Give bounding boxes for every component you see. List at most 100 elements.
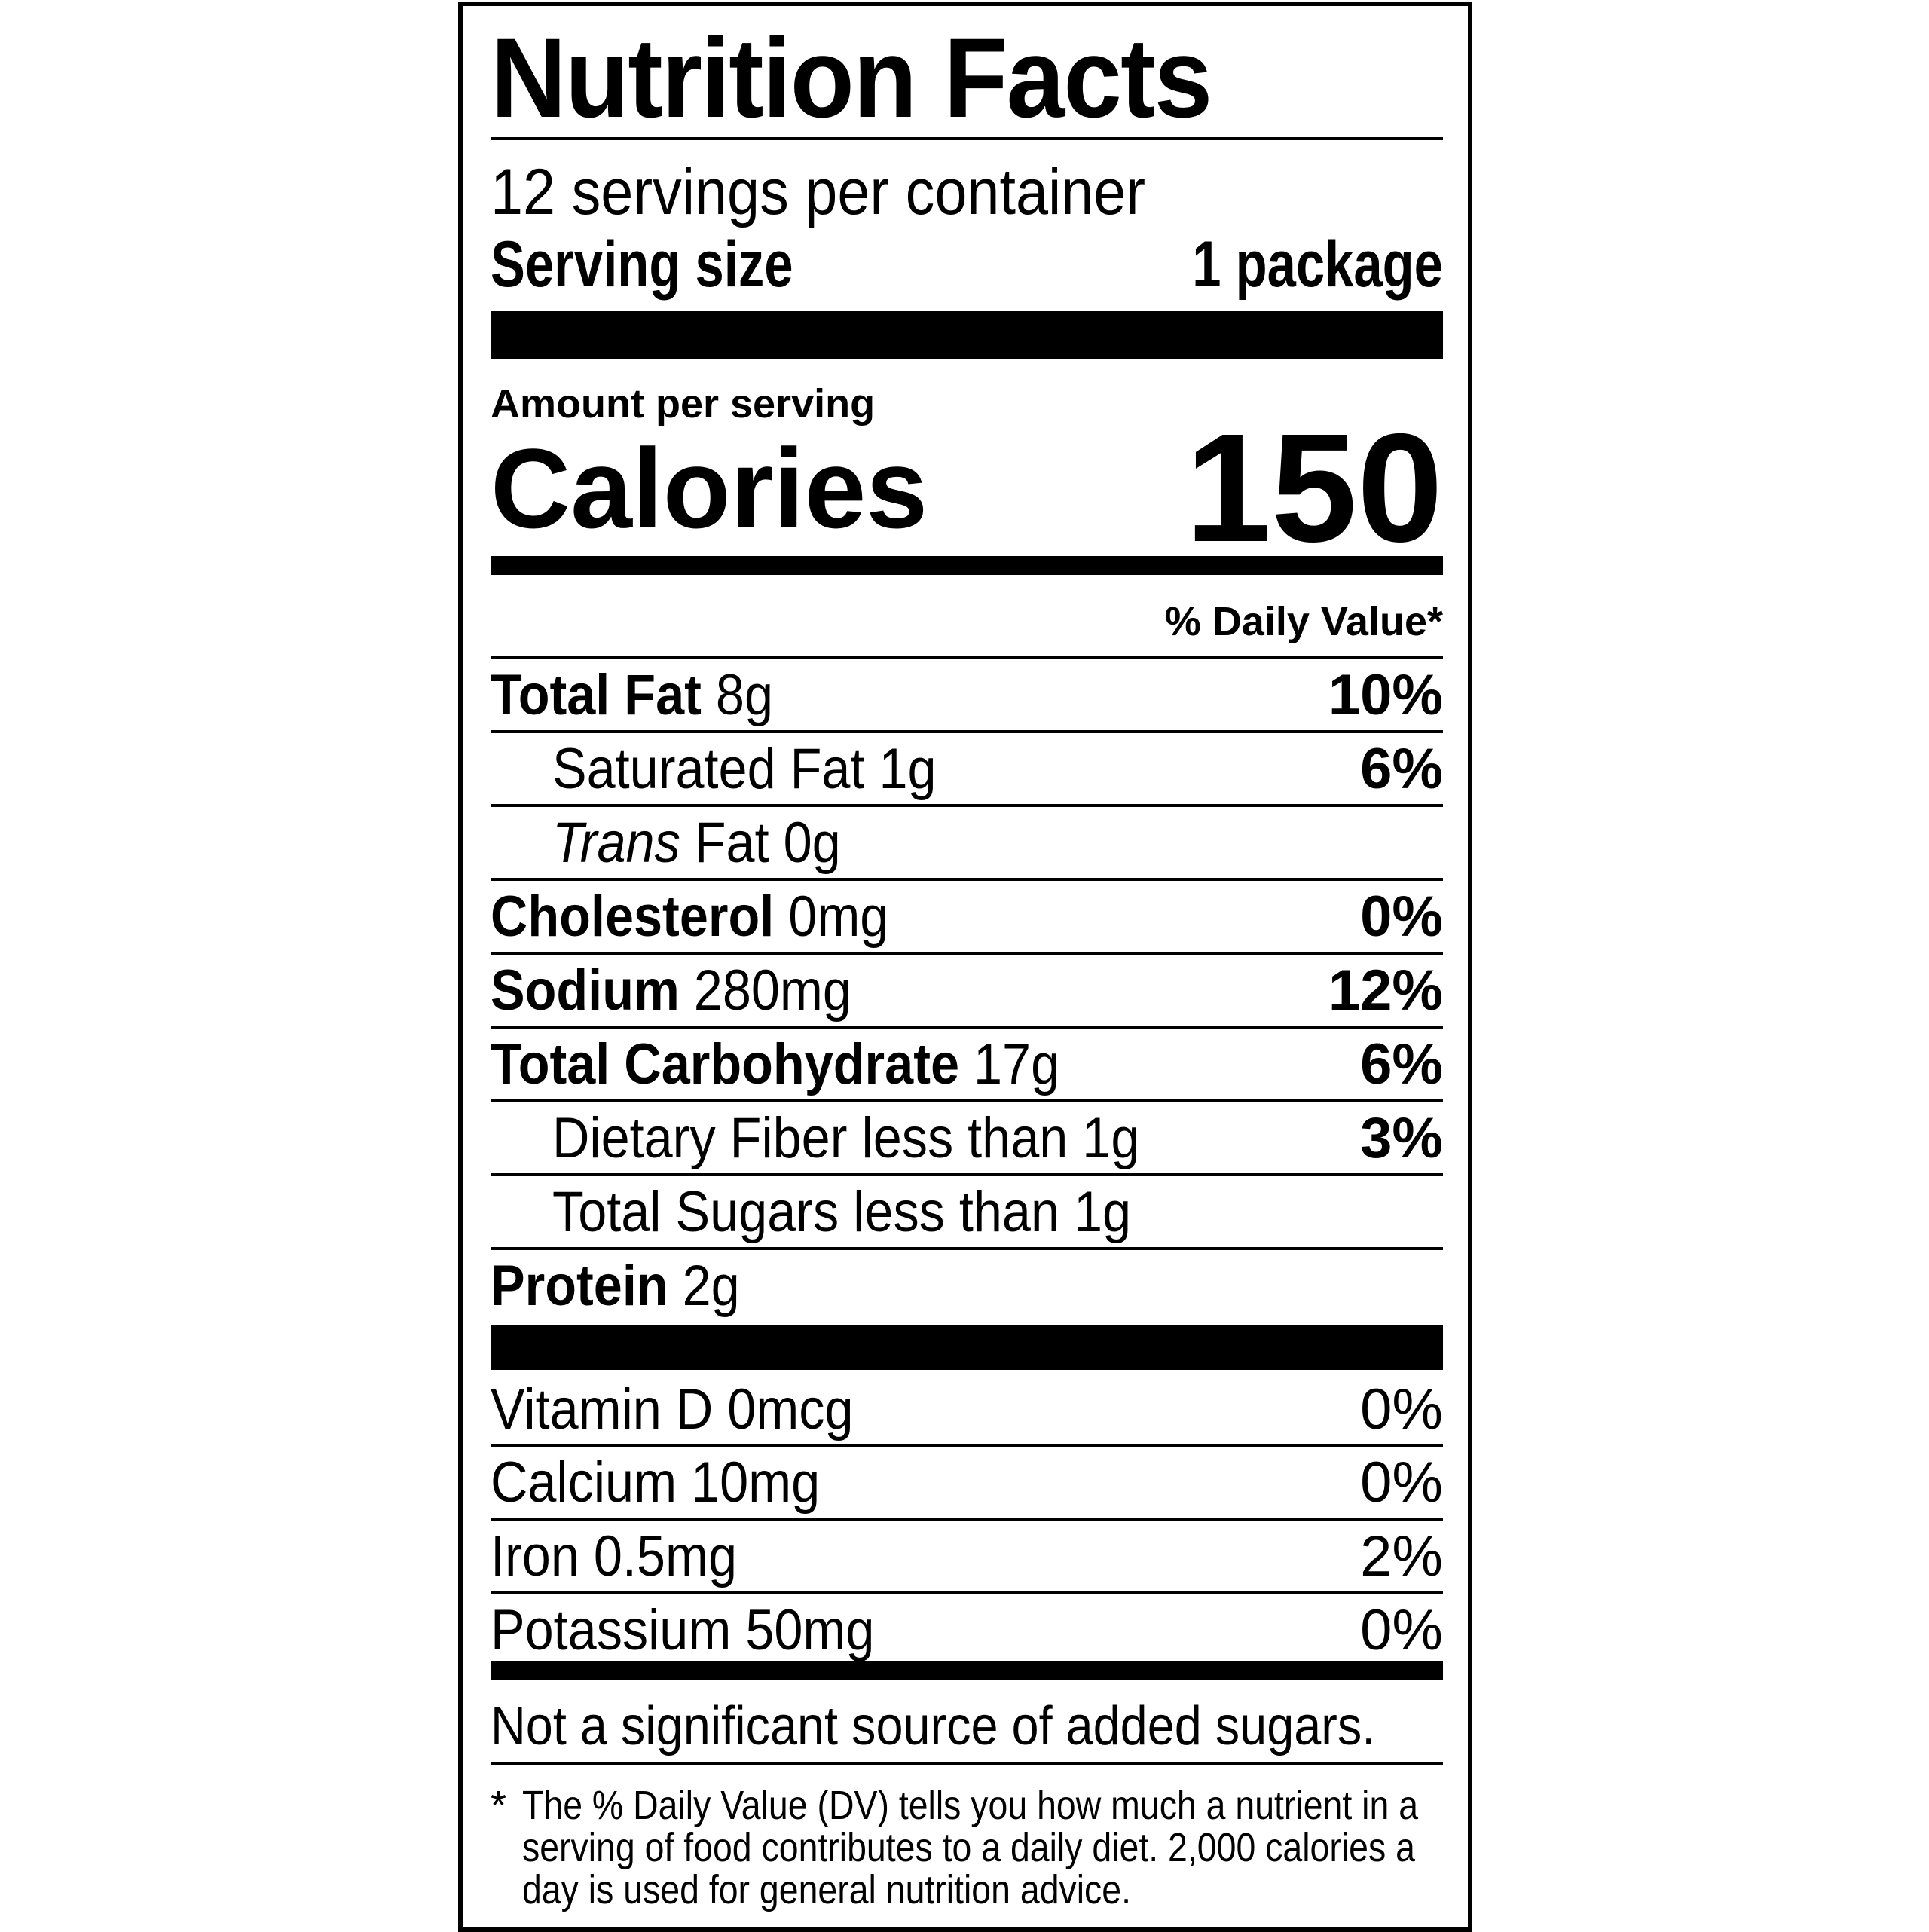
nutrient-amount: 0mg bbox=[774, 884, 889, 949]
divider-thick bbox=[491, 1325, 1443, 1370]
nutrient-name: Cholesterol bbox=[491, 884, 775, 949]
nutrient-name: Saturated Fat bbox=[552, 736, 865, 801]
nutrient-daily-value: 3% bbox=[1360, 1105, 1443, 1170]
nutrient-amount: 8g bbox=[701, 662, 774, 727]
label-title: Nutrition Facts bbox=[491, 21, 1443, 134]
divider-medium bbox=[491, 1661, 1443, 1680]
nutrient-row: Total Carbohydrate 17g 6% bbox=[491, 1026, 1443, 1099]
nutrient-amount: 2g bbox=[668, 1253, 740, 1318]
vitamin-daily-value: 2% bbox=[1360, 1524, 1443, 1588]
nutrient-label: Total Carbohydrate 17g bbox=[491, 1032, 1123, 1097]
title-text: Nutrition Facts bbox=[491, 14, 1212, 141]
nutrient-row: Cholesterol 0mg 0% bbox=[491, 878, 1443, 952]
nutrient-daily-value: 10% bbox=[1328, 662, 1443, 727]
nutrient-label: Cholesterol 0mg bbox=[491, 884, 933, 949]
vitamin-daily-value: 0% bbox=[1360, 1597, 1443, 1662]
nutrient-name: Sodium bbox=[491, 958, 680, 1023]
vitamin-daily-value: 0% bbox=[1360, 1377, 1443, 1441]
vitamin-label: Vitamin D 0mcg bbox=[491, 1377, 894, 1442]
vitamin-name: Iron bbox=[491, 1524, 579, 1588]
nutrient-label: Protein 2g bbox=[491, 1253, 767, 1319]
added-sugars-note: Not a significant source of added sugars… bbox=[491, 1690, 1443, 1762]
nutrient-label-inner: Total Fat 8g bbox=[491, 662, 773, 728]
nutrient-label-inner: Trans Fat 0g bbox=[552, 810, 841, 876]
calories-value: 150 bbox=[1185, 402, 1443, 574]
vitamin-amount: 0mcg bbox=[713, 1377, 854, 1441]
vitamin-label-inner: Iron 0.5mg bbox=[491, 1524, 737, 1589]
nutrient-name: Trans bbox=[552, 810, 680, 875]
nutrient-row: Dietary Fiber less than 1g 3% bbox=[491, 1099, 1443, 1173]
servings-per-container: 12 servings per container bbox=[491, 157, 1443, 228]
nutrient-label: Dietary Fiber less than 1g bbox=[491, 1105, 1205, 1171]
daily-value-header: % Daily Value* bbox=[491, 598, 1443, 646]
nutrient-label-inner: Protein 2g bbox=[491, 1253, 740, 1319]
nutrient-name: Total Fat bbox=[491, 662, 702, 727]
nutrient-name-suffix: Fat bbox=[680, 810, 769, 875]
nutrient-label-inner: Cholesterol 0mg bbox=[491, 884, 888, 949]
calories-label: Calories bbox=[491, 424, 928, 552]
divider-thin bbox=[491, 137, 1443, 140]
nutrient-label: Trans Fat 0g bbox=[491, 810, 873, 876]
vitamin-daily-value: 0% bbox=[1360, 1450, 1443, 1515]
nutrient-row: Protein 2g bbox=[491, 1247, 1443, 1321]
nutrient-amount: 0g bbox=[769, 810, 841, 875]
nutrient-label: Total Sugars less than 1g bbox=[491, 1179, 1195, 1245]
nutrient-label: Sodium 280mg bbox=[491, 958, 891, 1023]
nutrient-label: Total Fat 8g bbox=[491, 662, 805, 728]
divider-thick bbox=[491, 311, 1443, 359]
vitamin-label-inner: Calcium 10mg bbox=[491, 1450, 820, 1515]
nutrient-label-inner: Dietary Fiber less than 1g bbox=[552, 1105, 1139, 1171]
amount-per-serving: Amount per serving bbox=[491, 381, 1443, 426]
serving-size-label: Serving size bbox=[491, 228, 793, 301]
vitamin-amount: 50mg bbox=[731, 1597, 875, 1662]
footnote-body: The % Daily Value (DV) tells you how muc… bbox=[522, 1783, 1419, 1912]
amount-per-serving-text: Amount per serving bbox=[491, 381, 876, 426]
serving-size-row: Serving size 1 package bbox=[491, 229, 1443, 301]
nutrient-row: Saturated Fat 1g 6% bbox=[491, 730, 1443, 804]
nutrient-amount: less than 1g bbox=[847, 1105, 1140, 1170]
nutrient-name: Total Carbohydrate bbox=[491, 1032, 960, 1096]
vitamin-label-inner: Potassium 50mg bbox=[491, 1597, 874, 1663]
footnote-asterisk: * bbox=[491, 1783, 507, 1828]
divider-thin bbox=[491, 1762, 1443, 1765]
nutrient-amount: 1g bbox=[864, 736, 937, 801]
vitamin-name: Calcium bbox=[491, 1450, 677, 1515]
added-sugars-note-text: Not a significant source of added sugars… bbox=[491, 1696, 1376, 1756]
vitamin-row: Potassium 50mg 0% bbox=[491, 1591, 1443, 1665]
vitamin-label: Calcium 10mg bbox=[491, 1450, 857, 1515]
vitamin-label: Potassium 50mg bbox=[491, 1597, 917, 1663]
nutrient-label-inner: Total Sugars less than 1g bbox=[552, 1179, 1131, 1245]
nutrient-row: Total Sugars less than 1g bbox=[491, 1173, 1443, 1247]
nutrient-label-inner: Sodium 280mg bbox=[491, 958, 851, 1023]
nutrient-label-inner: Saturated Fat 1g bbox=[552, 736, 937, 802]
nutrient-label: Saturated Fat 1g bbox=[491, 736, 979, 802]
nutrient-amount: 280mg bbox=[679, 958, 851, 1023]
vitamin-name: Vitamin D bbox=[491, 1377, 714, 1441]
vitamin-amount: 10mg bbox=[677, 1450, 821, 1515]
vitamin-row: Vitamin D 0mcg 0% bbox=[491, 1370, 1443, 1448]
nutrient-daily-value: 0% bbox=[1360, 884, 1443, 949]
nutrient-name: Protein bbox=[491, 1253, 668, 1318]
nutrient-name: Total Sugars bbox=[552, 1179, 839, 1244]
daily-value-header-text: % Daily Value* bbox=[1164, 599, 1443, 644]
nutrient-row: Total Fat 8g 10% bbox=[491, 656, 1443, 730]
nutrient-daily-value: 6% bbox=[1360, 736, 1443, 801]
footnote: * The % Daily Value (DV) tells you how m… bbox=[491, 1784, 1443, 1911]
servings-text: 12 servings per container bbox=[491, 156, 1146, 228]
nutrient-amount: less than 1g bbox=[839, 1179, 1132, 1244]
nutrient-row: Trans Fat 0g bbox=[491, 804, 1443, 878]
vitamin-amount: 0.5mg bbox=[579, 1524, 737, 1588]
nutrient-amount: 17g bbox=[959, 1032, 1060, 1096]
nutrient-name: Dietary Fiber bbox=[552, 1105, 848, 1170]
nutrient-label-inner: Total Carbohydrate 17g bbox=[491, 1032, 1059, 1097]
calories-row: Calories 150 bbox=[491, 402, 1443, 574]
vitamin-name: Potassium bbox=[491, 1597, 732, 1662]
nutrient-daily-value: 6% bbox=[1360, 1032, 1443, 1096]
nutrient-daily-value: 12% bbox=[1328, 958, 1443, 1023]
vitamin-row: Iron 0.5mg 2% bbox=[491, 1518, 1443, 1591]
nutrition-facts-label: Nutrition Facts 12 servings per containe… bbox=[458, 2, 1472, 1932]
vitamin-label: Iron 0.5mg bbox=[491, 1524, 764, 1589]
serving-size-value: 1 package bbox=[1192, 228, 1443, 301]
divider-medium bbox=[491, 556, 1443, 575]
footnote-text: The % Daily Value (DV) tells you how muc… bbox=[522, 1784, 1443, 1911]
